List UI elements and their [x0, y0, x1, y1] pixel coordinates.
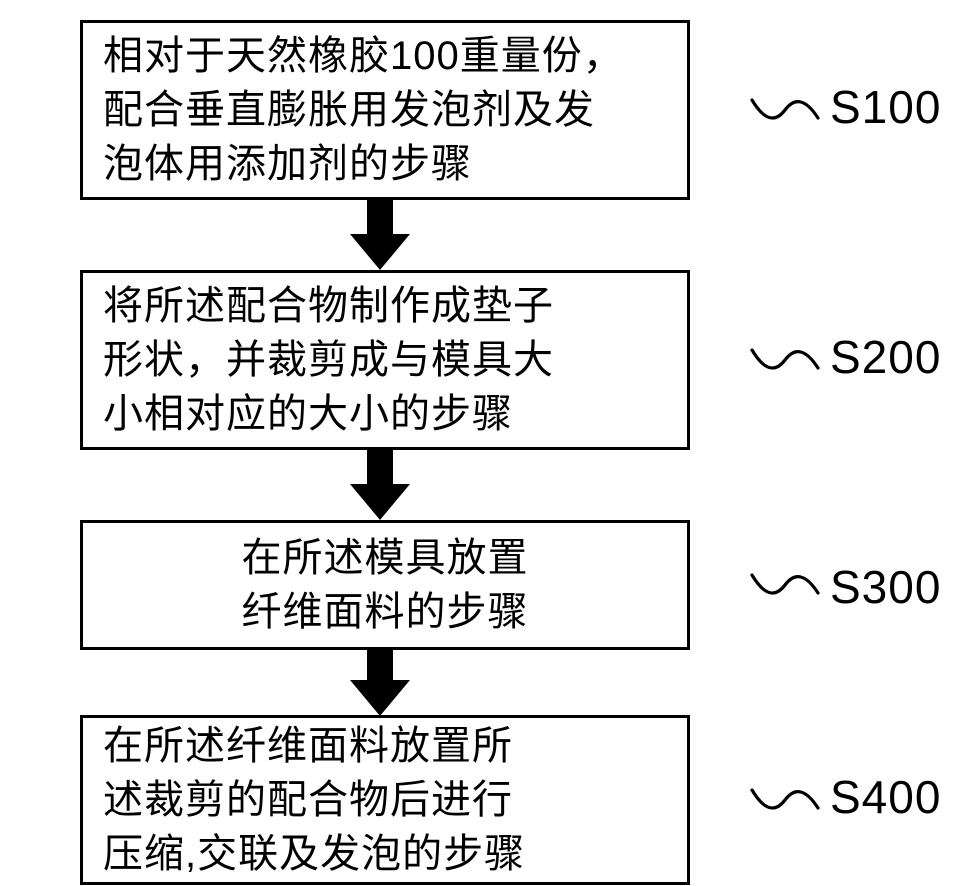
connector-curve	[750, 780, 820, 820]
step-box-s400: 在所述纤维面料放置所 述裁剪的配合物后进行 压缩,交联及发泡的步骤	[80, 715, 690, 885]
step-box-s100: 相对于天然橡胶100重量份， 配合垂直膨胀用发泡剂及发 泡体用添加剂的步骤	[80, 20, 690, 200]
arrow-shaft	[367, 450, 393, 484]
connector-curve	[750, 90, 820, 130]
step-label-s300: S300	[830, 560, 941, 614]
step-box-s200: 将所述配合物制作成垫子 形状，并裁剪成与模具大 小相对应的大小的步骤	[80, 270, 690, 450]
step-label-s200: S200	[830, 330, 941, 384]
step-text: 在所述纤维面料放置所 述裁剪的配合物后进行 压缩,交联及发泡的步骤	[103, 719, 525, 881]
arrow-shaft	[367, 200, 393, 234]
connector-curve	[750, 340, 820, 380]
step-label-s400: S400	[830, 770, 941, 824]
flowchart-canvas: 相对于天然橡胶100重量份， 配合垂直膨胀用发泡剂及发 泡体用添加剂的步骤 S10…	[0, 0, 963, 886]
step-label-s100: S100	[830, 80, 941, 134]
arrow-shaft	[367, 650, 393, 680]
arrow-head-icon	[350, 234, 410, 270]
arrow-head-icon	[350, 680, 410, 716]
step-box-s300: 在所述模具放置 纤维面料的步骤	[80, 520, 690, 650]
step-text: 将所述配合物制作成垫子 形状，并裁剪成与模具大 小相对应的大小的步骤	[103, 279, 554, 441]
connector-curve	[750, 565, 820, 605]
step-text: 相对于天然橡胶100重量份， 配合垂直膨胀用发泡剂及发 泡体用添加剂的步骤	[103, 29, 624, 191]
arrow-head-icon	[350, 484, 410, 520]
step-text: 在所述模具放置 纤维面料的步骤	[242, 531, 529, 639]
